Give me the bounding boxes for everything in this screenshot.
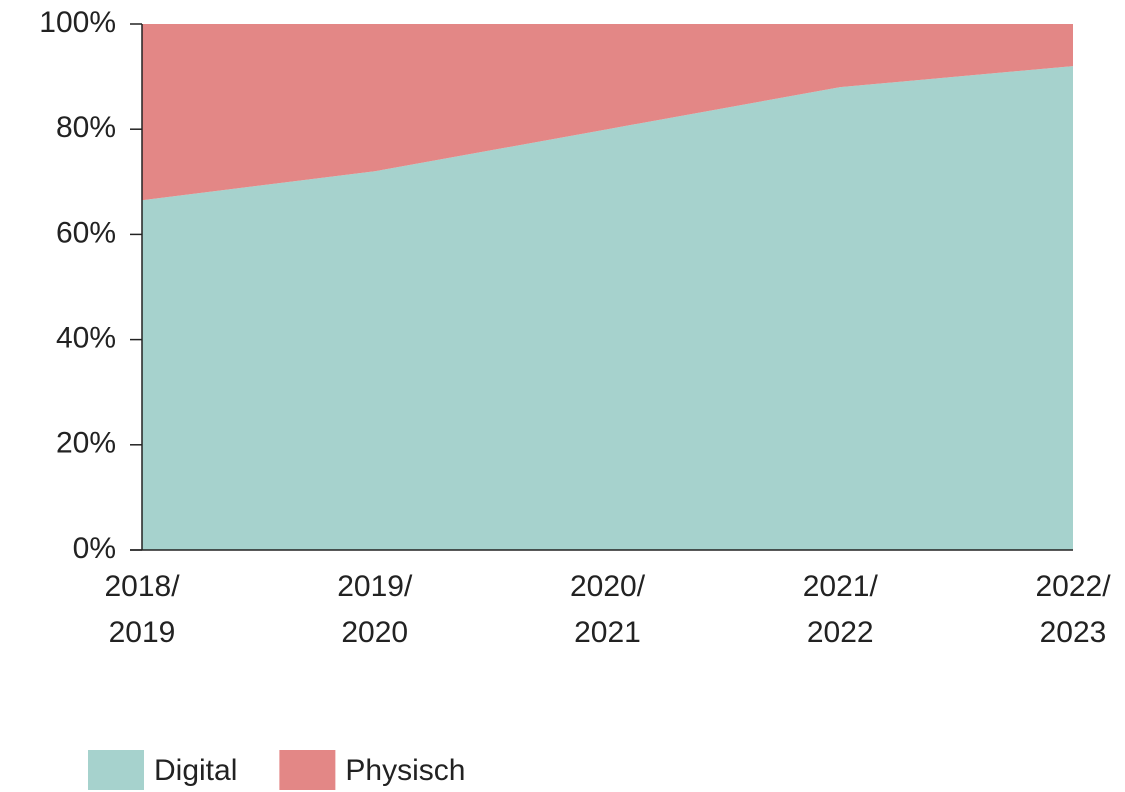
x-tick-label-line: 2019/ [337, 570, 413, 603]
area [142, 24, 1073, 201]
x-tick-label: 2021/2022 [803, 570, 879, 649]
y-tick-label: 100% [39, 6, 116, 39]
x-tick-label: 2022/2023 [1035, 570, 1111, 649]
y-tick-label: 80% [56, 111, 116, 144]
x-tick-label-line: 2021/ [803, 570, 879, 603]
x-tick-label: 2020/2021 [570, 570, 646, 649]
legend-swatch [279, 750, 336, 790]
x-tick-label-line: 2019 [109, 616, 176, 649]
x-tick-label-line: 2023 [1040, 616, 1107, 649]
area [142, 66, 1073, 550]
legend-label: Physisch [345, 754, 465, 787]
x-tick-label-line: 2018/ [104, 570, 180, 603]
legend-label: Digital [154, 754, 237, 787]
legend-swatch [88, 750, 144, 790]
x-tick-label-line: 2021 [574, 616, 641, 649]
x-tick-label-line: 2022 [807, 616, 874, 649]
y-tick-label: 20% [56, 427, 116, 460]
x-tick-label-line: 2020/ [570, 570, 646, 603]
y-tick-label: 0% [73, 532, 116, 565]
x-tick-label: 2018/2019 [104, 570, 180, 649]
y-tick-label: 40% [56, 322, 116, 355]
x-tick-label-line: 2020 [341, 616, 408, 649]
x-tick-label-line: 2022/ [1035, 570, 1111, 603]
y-tick-label: 60% [56, 216, 116, 249]
x-tick-label: 2019/2020 [337, 570, 413, 649]
